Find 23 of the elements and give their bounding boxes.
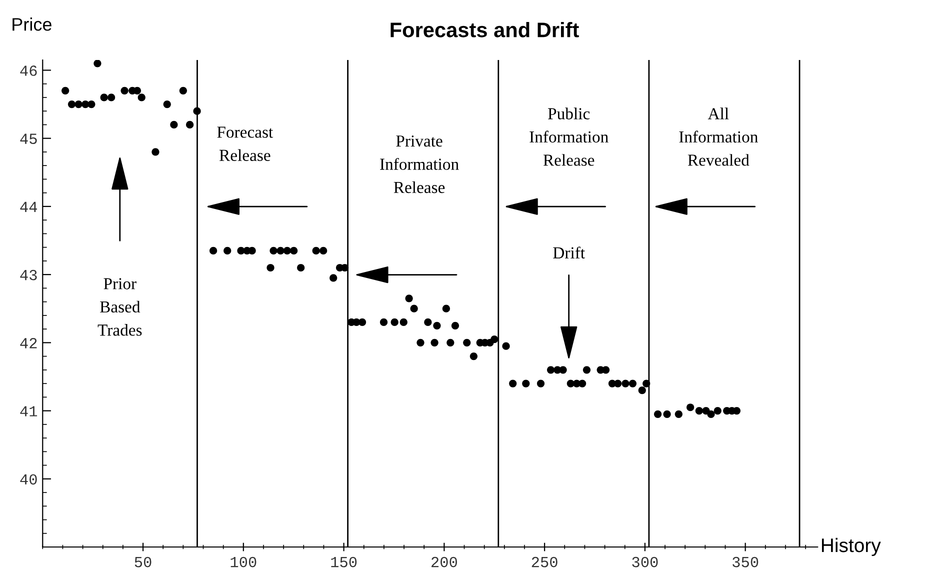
x-tick-label: 250 — [532, 556, 558, 568]
x-tick-label: 200 — [432, 556, 457, 568]
y-axis-title: Price — [12, 18, 52, 31]
x-tick-label: 150 — [331, 556, 357, 568]
y-tick-label: 41 — [20, 406, 38, 416]
x-tick-label: 350 — [732, 556, 758, 568]
x-tick-label: 50 — [134, 556, 152, 568]
y-tick-label: 43 — [20, 270, 37, 280]
x-axis-title: History — [822, 538, 881, 556]
annotation: All Information Revealed — [679, 108, 758, 166]
annotation: Private Information Release — [380, 135, 459, 194]
annotation: Prior Based Trades — [98, 278, 142, 336]
y-tick-label: 40 — [20, 474, 37, 485]
x-tick-label: 100 — [230, 556, 256, 568]
annotation: Public Information Release — [530, 108, 608, 166]
x-tick-label: 300 — [632, 556, 658, 568]
y-tick-label: 45 — [20, 134, 37, 144]
y-tick-label: 44 — [20, 202, 38, 212]
y-tick-label: 42 — [20, 338, 37, 348]
annotation: Drift — [553, 246, 585, 258]
y-tick-label: 46 — [20, 66, 37, 76]
annotation: Forecast Release — [217, 126, 274, 162]
chart-title: Forecasts and Drift — [390, 22, 579, 38]
